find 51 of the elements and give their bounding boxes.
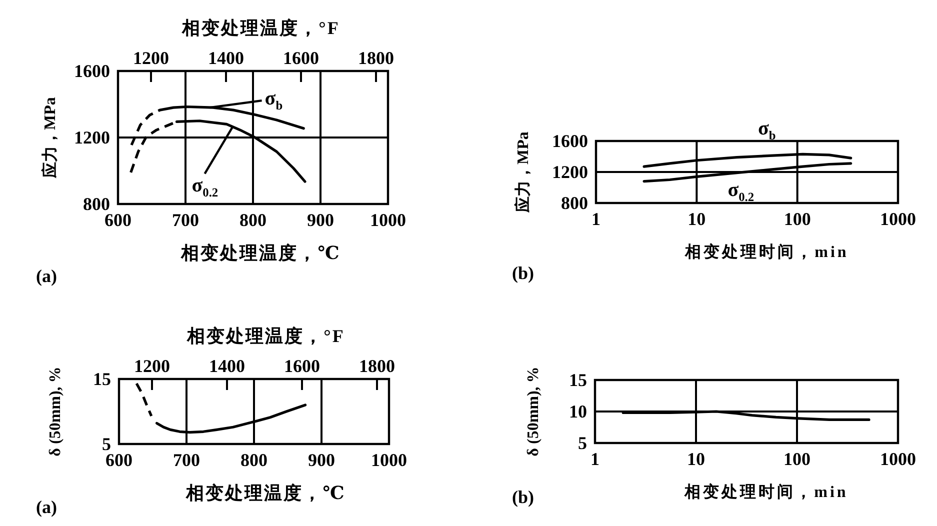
text: (b) [512,263,534,283]
annotation: σ$_{b}$ [264,88,283,113]
y-axis-title: δ (50mm), % [46,366,64,456]
x-tick-label: 1 [590,449,600,469]
x-tick-label: 800 [240,210,266,230]
x-tick-label: 100 [784,449,810,469]
x-axis-title: 相变处理温度，℃ [180,243,341,263]
x-tick-label: 900 [307,210,334,230]
text: (a) [36,497,57,517]
y-tick-label: 1200 [74,128,110,148]
x-tick-label: 1000 [880,449,916,469]
y-axis-title: 应力，MPa [512,132,532,214]
y-tick-label: 15 [93,369,111,389]
x2-tick-label: 1200 [134,356,170,376]
y-tick-label: 1200 [552,162,588,182]
y-tick-label: 10 [569,402,587,422]
text: (b) [512,487,534,507]
annotation: σ$_{b}$ [758,118,776,143]
x-tick-label: 10 [687,449,705,469]
y-tick-label: 1600 [74,61,110,81]
x2-tick-label: 1200 [133,48,169,68]
x-axis-title: 相变处理时间，min [684,242,849,260]
x-tick-label: 700 [172,210,199,230]
x2-tick-label: 1400 [209,356,245,376]
y-tick-label: 5 [578,433,587,453]
annotation: σ$_{0.2}$ [192,174,218,200]
x-tick-label: 800 [240,450,268,470]
x-tick-label: 700 [173,450,200,470]
x-tick-label: 1000 [370,210,406,230]
x-axis-title: 相变处理温度，℃ [185,483,346,503]
x-tick-label: 1000 [371,450,407,470]
text: (a) [36,266,57,286]
x2-axis-title: 相变处理温度，°F [181,18,340,38]
x-tick-label: 1000 [880,209,916,229]
y-axis-title: δ (50mm), % [524,366,542,456]
x-tick-label: 1 [592,209,600,229]
x2-tick-label: 1800 [358,48,394,68]
annotation: σ$_{0.2}$ [728,179,754,204]
x-tick-label: 900 [308,450,335,470]
x2-tick-label: 1800 [359,356,395,376]
x-tick-label: 100 [784,209,811,229]
y-tick-label: 15 [569,370,587,390]
x2-tick-label: 1400 [208,48,244,68]
y-tick-label: 800 [561,193,588,213]
y-axis-title: 应力，MPa [40,97,58,179]
x2-axis-title: 相变处理温度，°F [186,326,345,346]
x-tick-label: 10 [688,209,706,229]
y-tick-label: 1600 [552,131,588,151]
x2-tick-label: 1600 [284,356,320,376]
x-axis-title: 相变处理时间，min [684,482,848,500]
x2-tick-label: 1600 [283,48,319,68]
